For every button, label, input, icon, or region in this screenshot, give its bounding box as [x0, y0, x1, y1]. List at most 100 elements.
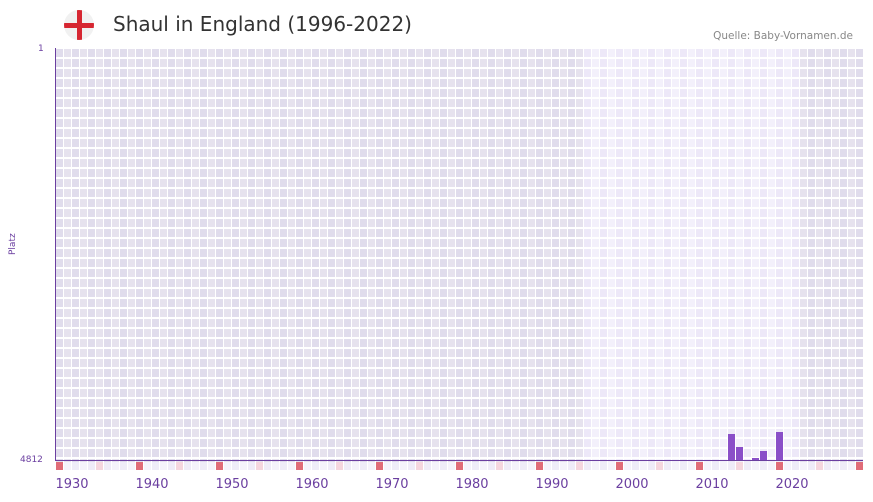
- year-marker: [472, 462, 479, 470]
- year-marker: [760, 462, 767, 470]
- grid-column: [232, 48, 240, 460]
- x-tick-label: 1970: [375, 477, 408, 492]
- year-marker: [584, 462, 591, 470]
- grid-column: [264, 48, 272, 460]
- year-marker: [288, 462, 295, 470]
- x-tick-label: 2000: [615, 477, 648, 492]
- decade-marker: [456, 462, 463, 470]
- grid-column: [544, 48, 552, 460]
- grid-column: [320, 48, 328, 460]
- year-marker: [192, 462, 199, 470]
- y-axis-title: Platz: [8, 233, 18, 255]
- grid-column: [584, 48, 592, 460]
- x-tick-label: 1990: [535, 477, 568, 492]
- source-link[interactable]: Quelle: Baby-Vornamen.de: [713, 30, 853, 42]
- grid-column: [592, 48, 600, 460]
- decade-marker: [696, 462, 703, 470]
- year-marker: [848, 462, 855, 470]
- grid-column: [328, 48, 336, 460]
- bar-2017[interactable]: [752, 458, 759, 460]
- england-flag-icon: [64, 10, 94, 40]
- grid-column: [472, 48, 480, 460]
- grid-column: [496, 48, 504, 460]
- bar-2018[interactable]: [760, 451, 767, 460]
- grid-column: [528, 48, 536, 460]
- decade-marker: [536, 462, 543, 470]
- grid-column: [848, 48, 856, 460]
- year-marker: [600, 462, 607, 470]
- year-marker: [648, 462, 655, 470]
- grid-column: [616, 48, 624, 460]
- grid-column: [560, 48, 568, 460]
- grid-column: [704, 48, 712, 460]
- grid-column: [808, 48, 816, 460]
- year-marker: [840, 462, 847, 470]
- x-tick-label: 1950: [215, 477, 248, 492]
- grid-column: [416, 48, 424, 460]
- grid-column: [480, 48, 488, 460]
- bar-2015[interactable]: [736, 447, 743, 460]
- grid-column: [424, 48, 432, 460]
- year-marker: [264, 462, 271, 470]
- grid-column: [640, 48, 648, 460]
- grid-column: [240, 48, 248, 460]
- grid-column: [728, 48, 736, 460]
- grid-column: [208, 48, 216, 460]
- year-marker: [104, 462, 111, 470]
- grid-column: [192, 48, 200, 460]
- grid-column: [392, 48, 400, 460]
- decade-marker: [216, 462, 223, 470]
- grid-column: [184, 48, 192, 460]
- grid-column: [776, 48, 784, 460]
- grid-column: [832, 48, 840, 460]
- grid-column: [520, 48, 528, 460]
- year-marker: [328, 462, 335, 470]
- grid-column: [664, 48, 672, 460]
- half-decade-marker: [736, 462, 743, 470]
- year-marker: [512, 462, 519, 470]
- x-tick-label: 1940: [135, 477, 168, 492]
- decade-marker: [376, 462, 383, 470]
- decade-marker: [296, 462, 303, 470]
- grid-column: [712, 48, 720, 460]
- year-marker: [72, 462, 79, 470]
- year-marker: [368, 462, 375, 470]
- x-tick-label: 1930: [55, 477, 88, 492]
- grid-column: [96, 48, 104, 460]
- half-decade-marker: [576, 462, 583, 470]
- y-axis-line: [55, 48, 56, 461]
- grid-column: [152, 48, 160, 460]
- year-marker: [624, 462, 631, 470]
- year-marker: [552, 462, 559, 470]
- year-marker: [784, 462, 791, 470]
- grid-column: [680, 48, 688, 460]
- year-marker: [464, 462, 471, 470]
- year-marker: [184, 462, 191, 470]
- grid-column: [744, 48, 752, 460]
- year-marker: [232, 462, 239, 470]
- grid-column: [216, 48, 224, 460]
- grid-column: [624, 48, 632, 460]
- year-marker: [688, 462, 695, 470]
- year-marker: [304, 462, 311, 470]
- grid-column: [600, 48, 608, 460]
- bar-2014[interactable]: [728, 434, 735, 460]
- grid-column: [80, 48, 88, 460]
- grid-column: [784, 48, 792, 460]
- grid-column: [800, 48, 808, 460]
- grid-column: [464, 48, 472, 460]
- x-tick-label: 2010: [695, 477, 728, 492]
- grid-column: [360, 48, 368, 460]
- grid-column: [224, 48, 232, 460]
- year-marker: [128, 462, 135, 470]
- grid-column: [344, 48, 352, 460]
- year-marker: [120, 462, 127, 470]
- year-marker: [160, 462, 167, 470]
- year-marker: [320, 462, 327, 470]
- year-marker: [800, 462, 807, 470]
- bar-2020[interactable]: [776, 432, 783, 460]
- y-tick-bottom: 4812: [20, 455, 43, 465]
- grid-column: [672, 48, 680, 460]
- grid-column: [72, 48, 80, 460]
- year-marker: [248, 462, 255, 470]
